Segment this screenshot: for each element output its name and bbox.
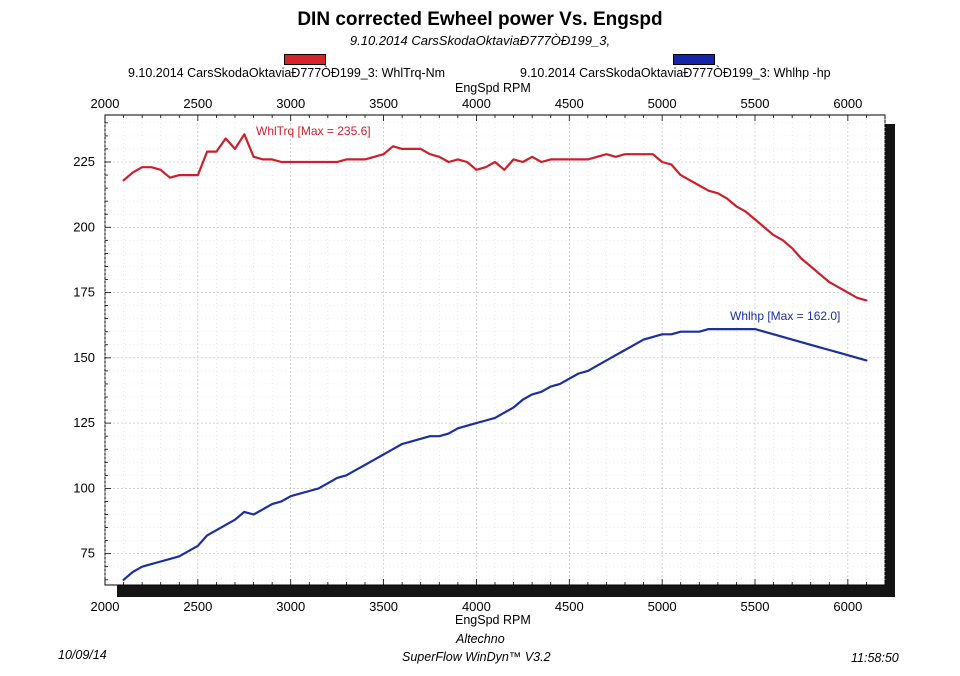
x-tick-label-top: 4500 <box>555 96 584 111</box>
series-lines <box>122 133 868 581</box>
y-tick-label: 75 <box>81 546 95 561</box>
x-tick-label-bottom: 5000 <box>648 599 677 614</box>
x-tick-label-top: 6000 <box>833 96 862 111</box>
x-tick-label-top: 4000 <box>462 96 491 111</box>
x-tick-label-bottom: 2000 <box>91 599 120 614</box>
footer-date: 10/09/14 <box>58 648 107 662</box>
x-axis-title-top: EngSpd RPM <box>455 81 531 95</box>
power-series-line <box>122 328 868 581</box>
power-legend-swatch <box>673 54 715 65</box>
torque-series-line <box>122 133 868 302</box>
power-annotation: Whlhp [Max = 162.0] <box>730 309 840 323</box>
torque-legend-label: 9.10.2014 CarsSkodaOktaviaÐ777ÒÐ199_3: W… <box>128 66 446 80</box>
footer-vendor: Altechno <box>456 632 505 646</box>
x-tick-label-bottom: 3500 <box>369 599 398 614</box>
x-tick-label-bottom: 4000 <box>462 599 491 614</box>
x-tick-label-bottom: 6000 <box>833 599 862 614</box>
x-tick-label-top: 3500 <box>369 96 398 111</box>
tick-labels: 2000 2000 2500 2500 3000 3000 3500 3500 4000 4000… <box>73 96 862 614</box>
y-tick-label: 125 <box>73 415 95 430</box>
x-tick-label-top: 2000 <box>91 96 120 111</box>
x-tick-label-top: 5500 <box>741 96 770 111</box>
y-tick-label: 150 <box>73 350 95 365</box>
x-tick-label-top: 5000 <box>648 96 677 111</box>
y-tick-label: 175 <box>73 285 95 300</box>
x-tick-label-top: 3000 <box>276 96 305 111</box>
x-tick-label-bottom: 5500 <box>741 599 770 614</box>
axis-ticks <box>104 115 886 585</box>
power-legend-label: 9.10.2014 CarsSkodaOktaviaÐ777ÒÐ199_3: W… <box>520 66 831 80</box>
y-tick-label: 225 <box>73 154 95 169</box>
y-tick-label: 100 <box>73 480 95 495</box>
chart-subtitle: 9.10.2014 CarsSkodaOktaviaÐ777ÒÐ199_3, <box>349 33 611 48</box>
y-tick-label: 200 <box>73 219 95 234</box>
footer-time: 11:58:50 <box>851 651 899 665</box>
chart-title: DIN corrected Ewheel power Vs. Engspd <box>297 9 663 30</box>
x-tick-label-bottom: 4500 <box>555 599 584 614</box>
torque-legend-swatch <box>284 54 326 65</box>
grid-lines <box>104 115 886 585</box>
x-axis-title-bottom: EngSpd RPM <box>455 613 531 627</box>
x-tick-label-bottom: 2500 <box>183 599 212 614</box>
torque-annotation: WhlTrq [Max = 235.6] <box>256 124 371 138</box>
plot-frame <box>104 114 886 586</box>
x-tick-label-bottom: 3000 <box>276 599 305 614</box>
x-tick-label-top: 2500 <box>183 96 212 111</box>
footer-software: SuperFlow WinDyn™ V3.2 <box>402 650 551 664</box>
